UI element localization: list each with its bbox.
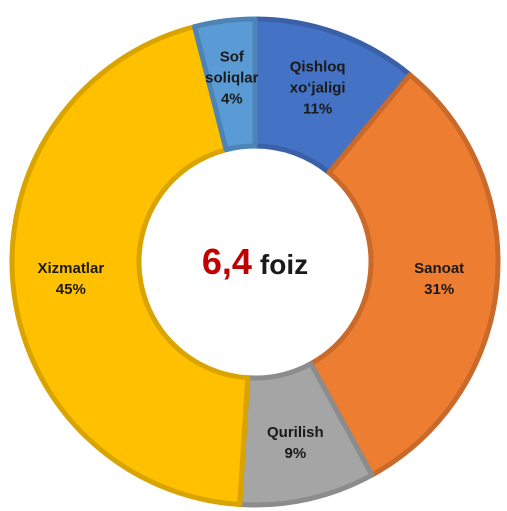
category-name: Xizmatlar [37,260,105,278]
center-text: 6,4 foiz [202,241,308,283]
donut-segment [192,16,258,153]
center-value: 6,4 [201,241,252,282]
category-name: Sof soliqlar [205,48,259,87]
value-label: 45% [55,281,86,299]
segment-label: Sof soliqlar 4% [205,47,258,110]
segment-label: Sanoat 31% [414,258,464,300]
value-label: 11% [303,100,333,118]
segment-label: Qishloq xo‘jaligi 11% [290,56,346,119]
center-unit: foiz [259,249,309,280]
segment-label: Xizmatlar 45% [37,258,104,300]
category-name: Sanoat [414,260,465,278]
category-name: Qishloq xo‘jaligi [289,58,346,97]
donut-segment [308,72,501,478]
value-label: 9% [284,444,307,462]
donut-segment [9,24,251,508]
value-label: 4% [220,90,243,108]
segment-label: Qurilish 9% [267,422,324,464]
category-name: Qurilish [267,423,324,441]
value-label: 31% [424,281,455,299]
